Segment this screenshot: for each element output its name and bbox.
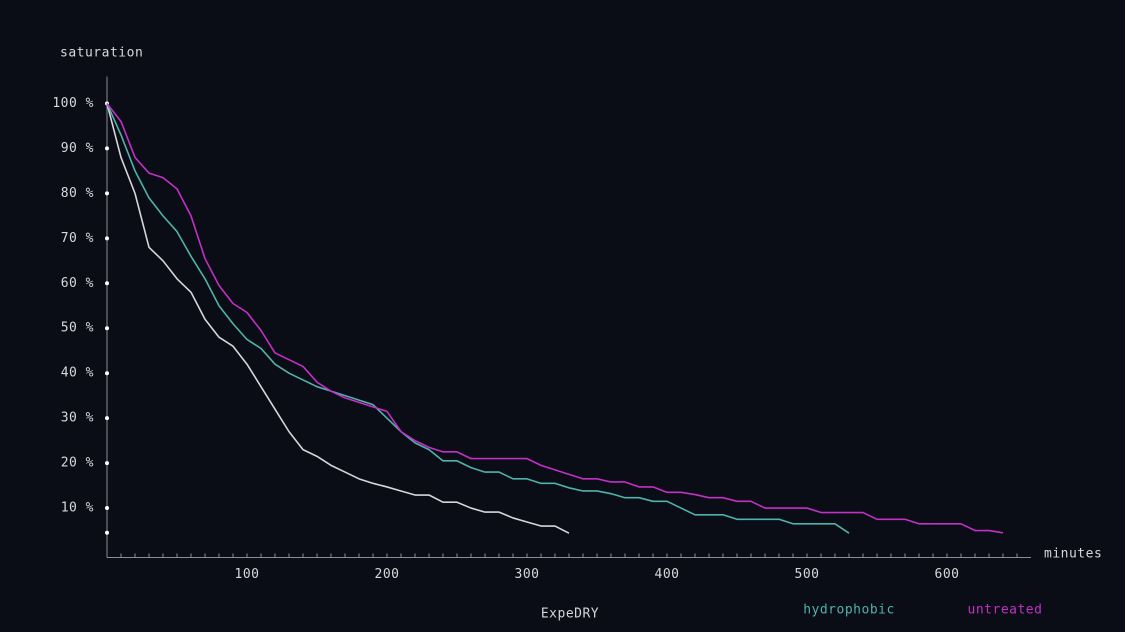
x-tick-label: 300 xyxy=(515,567,540,582)
y-tick-label: 30 % xyxy=(61,411,94,426)
x-tick-label: 500 xyxy=(795,567,820,582)
series-line xyxy=(106,103,570,534)
y-tick-label: 50 % xyxy=(61,321,94,336)
series-line xyxy=(106,102,1004,534)
y-tick-label: 20 % xyxy=(61,456,94,471)
x-tick-label: 400 xyxy=(655,567,680,582)
legend-entry: untreated xyxy=(968,603,1043,618)
y-axis-label: saturation xyxy=(60,46,143,61)
y-tick-dot xyxy=(105,416,109,421)
legend-entry: hydrophobic xyxy=(803,603,895,618)
x-tick-label: 600 xyxy=(935,567,960,582)
series-line xyxy=(106,103,850,534)
y-tick-label: 60 % xyxy=(61,276,94,291)
x-tick-label: 100 xyxy=(235,567,260,582)
y-tick-label: 70 % xyxy=(61,231,94,246)
y-tick-label: 40 % xyxy=(61,366,94,381)
y-tick-label: 80 % xyxy=(61,186,94,201)
y-tick-dot xyxy=(105,326,109,331)
y-tick-dot xyxy=(105,281,109,286)
y-tick-dot xyxy=(105,146,109,151)
legend-entry: ExpeDRY xyxy=(541,607,599,622)
y-tick-dot xyxy=(105,371,109,376)
x-tick-label: 200 xyxy=(375,567,400,582)
y-tick-label: 10 % xyxy=(61,501,94,516)
x-axis-label: minutes xyxy=(1044,547,1102,562)
y-tick-label: 100 % xyxy=(52,96,94,111)
y-tick-dot xyxy=(105,506,109,511)
y-tick-dot xyxy=(105,530,109,535)
y-tick-dot xyxy=(105,236,109,241)
y-tick-dot xyxy=(105,191,109,196)
y-tick-dot xyxy=(105,461,109,466)
y-tick-label: 90 % xyxy=(61,141,94,156)
